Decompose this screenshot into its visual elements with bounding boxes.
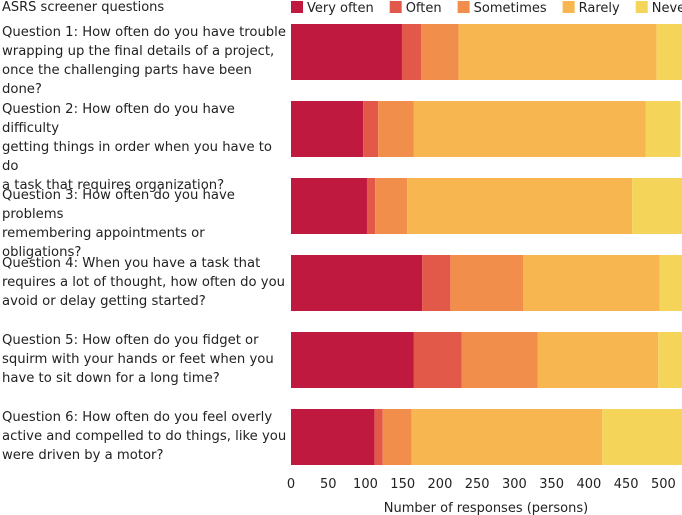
bar-q4-very-often bbox=[291, 255, 423, 311]
legend-swatch-3 bbox=[562, 1, 575, 13]
legend-label-0: Very often bbox=[307, 1, 374, 16]
question-label-line: Question 6: How often do you feel overly bbox=[2, 409, 273, 425]
question-label-6: Question 6: How often do you feel overly… bbox=[2, 408, 288, 465]
x-tick-label-0: 0 bbox=[287, 477, 295, 492]
bar-q3-often bbox=[366, 178, 376, 234]
legend-swatch-1 bbox=[389, 1, 402, 13]
bar-q2-often bbox=[363, 101, 379, 157]
question-label-line: remembering appointments or obligations? bbox=[2, 226, 205, 260]
legend-label-4: Never bbox=[652, 1, 682, 16]
bar-q4-sometimes bbox=[450, 255, 524, 311]
question-label-line: avoid or delay getting started? bbox=[2, 293, 206, 309]
bar-q5-sometimes bbox=[461, 332, 538, 388]
bar-q4-never bbox=[659, 255, 682, 311]
question-label-1: Question 1: How often do you have troubl… bbox=[2, 23, 288, 99]
bar-q1-never bbox=[656, 24, 682, 80]
bar-q6-rarely bbox=[411, 409, 603, 465]
x-axis-label: Number of responses (persons) bbox=[384, 501, 588, 515]
bar-q4-rarely bbox=[523, 255, 660, 311]
bar-q5-never bbox=[658, 332, 682, 388]
question-label-line: getting things in order when you have to… bbox=[2, 139, 272, 174]
question-label-line: Question 1: How often do you have troubl… bbox=[2, 24, 286, 40]
bar-q6-very-often bbox=[291, 409, 375, 465]
bar-q3-rarely bbox=[407, 178, 633, 234]
bar-q6-sometimes bbox=[382, 409, 412, 465]
bar-q1-sometimes bbox=[421, 24, 459, 80]
x-tick-label-2: 100 bbox=[353, 477, 378, 492]
question-label-line: squirm with your hands or feet when you bbox=[2, 351, 274, 367]
bar-q5-rarely bbox=[537, 332, 659, 388]
question-label-line: active and compelled to do things, like … bbox=[2, 428, 287, 444]
question-label-line: once the challenging parts have been don… bbox=[2, 62, 252, 97]
bar-q5-often bbox=[413, 332, 462, 388]
x-tick-label-1: 50 bbox=[320, 477, 337, 492]
bar-q3-sometimes bbox=[375, 178, 408, 234]
question-label-line: have to sit down for a long time? bbox=[2, 370, 220, 386]
x-tick-label-8: 400 bbox=[576, 477, 601, 492]
bar-q6-never bbox=[602, 409, 682, 465]
x-tick-label-6: 300 bbox=[502, 477, 527, 492]
legend-label-1: Often bbox=[406, 1, 442, 16]
question-label-5: Question 5: How often do you fidget or sq… bbox=[2, 331, 288, 388]
bar-q2-sometimes bbox=[378, 101, 414, 157]
bar-q2-never bbox=[645, 101, 681, 157]
question-label-2: Question 2: How often do you have diffic… bbox=[2, 100, 288, 195]
x-tick-label-10: 500 bbox=[651, 477, 676, 492]
question-label-line: were driven by a motor? bbox=[2, 447, 164, 463]
legend-label-3: Rarely bbox=[579, 1, 620, 16]
bar-q2-very-often bbox=[291, 101, 364, 157]
question-label-line: wrapping up the final details of a proje… bbox=[2, 43, 275, 59]
question-label-line: requires a lot of thought, how often do … bbox=[2, 274, 286, 290]
bar-q1-often bbox=[401, 24, 422, 80]
question-label-4: Question 4: When you have a task that req… bbox=[2, 254, 288, 311]
bar-q2-rarely bbox=[413, 101, 646, 157]
x-tick-label-3: 150 bbox=[390, 477, 415, 492]
legend-swatch-2 bbox=[457, 1, 470, 13]
bar-q3-very-often bbox=[291, 178, 367, 234]
x-tick-label-7: 350 bbox=[539, 477, 564, 492]
question-label-3: Question 3: How often do you have proble… bbox=[2, 186, 288, 262]
x-tick-label-5: 250 bbox=[465, 477, 490, 492]
chart-title: ASRS screener questions bbox=[2, 0, 165, 15]
question-label-line: Question 3: How often do you have proble… bbox=[2, 188, 235, 222]
legend-swatch-0 bbox=[291, 1, 303, 13]
x-tick-label-9: 450 bbox=[614, 477, 639, 492]
bar-q1-rarely bbox=[458, 24, 657, 80]
bar-q6-often bbox=[374, 409, 383, 465]
legend-swatch-4 bbox=[635, 1, 648, 13]
bar-q1-very-often bbox=[291, 24, 402, 80]
bar-q3-never bbox=[632, 178, 682, 234]
question-label-line: Question 5: How often do you fidget or bbox=[2, 332, 259, 348]
bar-q4-often bbox=[422, 255, 451, 311]
bar-q5-very-often bbox=[291, 332, 414, 388]
question-label-line: Question 4: When you have a task that bbox=[2, 255, 261, 271]
question-label-line: Question 2: How often do you have diffic… bbox=[2, 101, 235, 136]
legend-label-2: Sometimes bbox=[474, 1, 547, 16]
x-tick-label-4: 200 bbox=[428, 477, 453, 492]
question-label-line: a task that requires organization? bbox=[2, 177, 225, 193]
